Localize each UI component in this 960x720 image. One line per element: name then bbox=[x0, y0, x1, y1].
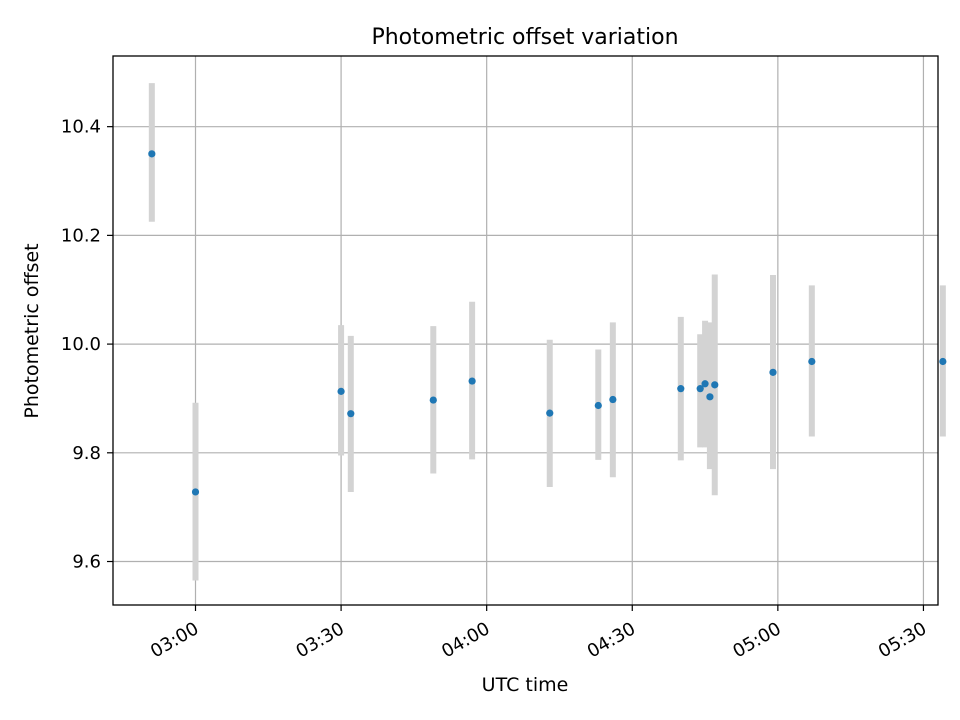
y-axis-label: Photometric offset bbox=[21, 243, 43, 418]
data-point bbox=[148, 150, 156, 158]
data-point bbox=[347, 410, 355, 418]
data-point bbox=[677, 385, 685, 393]
y-tick-label: 9.6 bbox=[72, 552, 101, 573]
plot-frame bbox=[112, 55, 939, 606]
data-points bbox=[148, 150, 947, 496]
data-point bbox=[711, 381, 719, 389]
data-point bbox=[594, 401, 602, 410]
data-point bbox=[337, 387, 345, 395]
grid bbox=[113, 56, 938, 605]
data-point bbox=[706, 393, 714, 401]
data-point bbox=[939, 357, 947, 366]
y-tick-label: 10.4 bbox=[61, 117, 101, 138]
data-point bbox=[468, 377, 476, 385]
y-tick-label: 9.8 bbox=[72, 443, 101, 464]
data-point bbox=[429, 396, 437, 404]
chart-title: Photometric offset variation bbox=[371, 25, 678, 50]
data-point bbox=[808, 357, 816, 366]
data-point bbox=[701, 380, 709, 388]
y-tick-label: 10.0 bbox=[61, 334, 101, 355]
data-point bbox=[696, 385, 704, 393]
data-point bbox=[609, 395, 617, 404]
y-tick-label: 10.2 bbox=[61, 225, 101, 246]
data-point bbox=[769, 368, 777, 376]
x-axis-label: UTC time bbox=[482, 674, 569, 696]
data-point bbox=[191, 488, 200, 496]
data-point bbox=[546, 409, 554, 417]
